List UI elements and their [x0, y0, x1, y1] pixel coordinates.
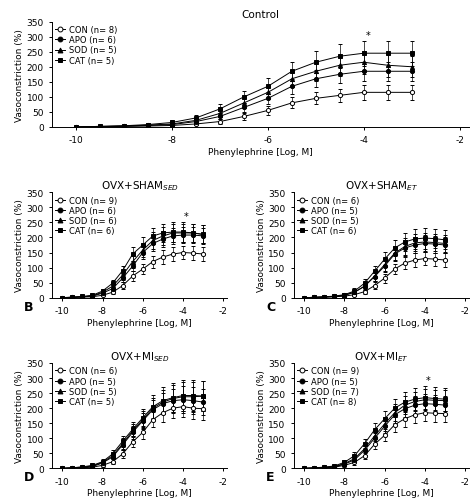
Y-axis label: Vasoconstriction (%): Vasoconstriction (%) [256, 199, 265, 292]
Legend: CON (n= 6), APO (n= 5), SOD (n= 5), CAT (n= 5): CON (n= 6), APO (n= 5), SOD (n= 5), CAT … [55, 366, 118, 407]
Text: *: * [366, 31, 371, 41]
Title: OVX+MI$_{SED}$: OVX+MI$_{SED}$ [110, 349, 170, 363]
X-axis label: Phenylephrine [Log, M]: Phenylephrine [Log, M] [209, 148, 313, 157]
Title: OVX+MI$_{ET}$: OVX+MI$_{ET}$ [354, 349, 409, 363]
X-axis label: Phenylephrine [Log, M]: Phenylephrine [Log, M] [87, 318, 192, 327]
Title: Control: Control [242, 11, 280, 21]
Text: D: D [24, 470, 34, 483]
X-axis label: Phenylephrine [Log, M]: Phenylephrine [Log, M] [329, 488, 434, 497]
Text: E: E [266, 470, 274, 483]
Title: OVX+SHAM$_{ET}$: OVX+SHAM$_{ET}$ [345, 179, 418, 192]
Y-axis label: Vasoconstriction (%): Vasoconstriction (%) [256, 370, 265, 462]
Text: C: C [266, 300, 275, 313]
Y-axis label: Vasoconstriction (%): Vasoconstriction (%) [15, 370, 24, 462]
X-axis label: Phenylephrine [Log, M]: Phenylephrine [Log, M] [329, 318, 434, 327]
Legend: CON (n= 9), APO (n= 5), SOD (n= 7), CAT (n= 8): CON (n= 9), APO (n= 5), SOD (n= 7), CAT … [297, 366, 360, 407]
Text: *: * [184, 212, 189, 222]
Legend: CON (n= 6), APO (n= 5), SOD (n= 5), CAT (n= 6): CON (n= 6), APO (n= 5), SOD (n= 5), CAT … [297, 195, 360, 237]
Legend: CON (n= 9), APO (n= 6), SOD (n= 6), CAT (n= 6): CON (n= 9), APO (n= 6), SOD (n= 6), CAT … [55, 195, 118, 237]
Text: *: * [426, 376, 431, 385]
X-axis label: Phenylephrine [Log, M]: Phenylephrine [Log, M] [87, 488, 192, 497]
Y-axis label: Vasoconstriction (%): Vasoconstriction (%) [15, 199, 24, 292]
Legend: CON (n= 8), APO (n= 6), SOD (n= 5), CAT (n= 5): CON (n= 8), APO (n= 6), SOD (n= 5), CAT … [55, 25, 118, 66]
Y-axis label: Vasoconstriction (%): Vasoconstriction (%) [15, 29, 24, 121]
Title: OVX+SHAM$_{SED}$: OVX+SHAM$_{SED}$ [101, 179, 179, 192]
Text: B: B [24, 300, 34, 313]
